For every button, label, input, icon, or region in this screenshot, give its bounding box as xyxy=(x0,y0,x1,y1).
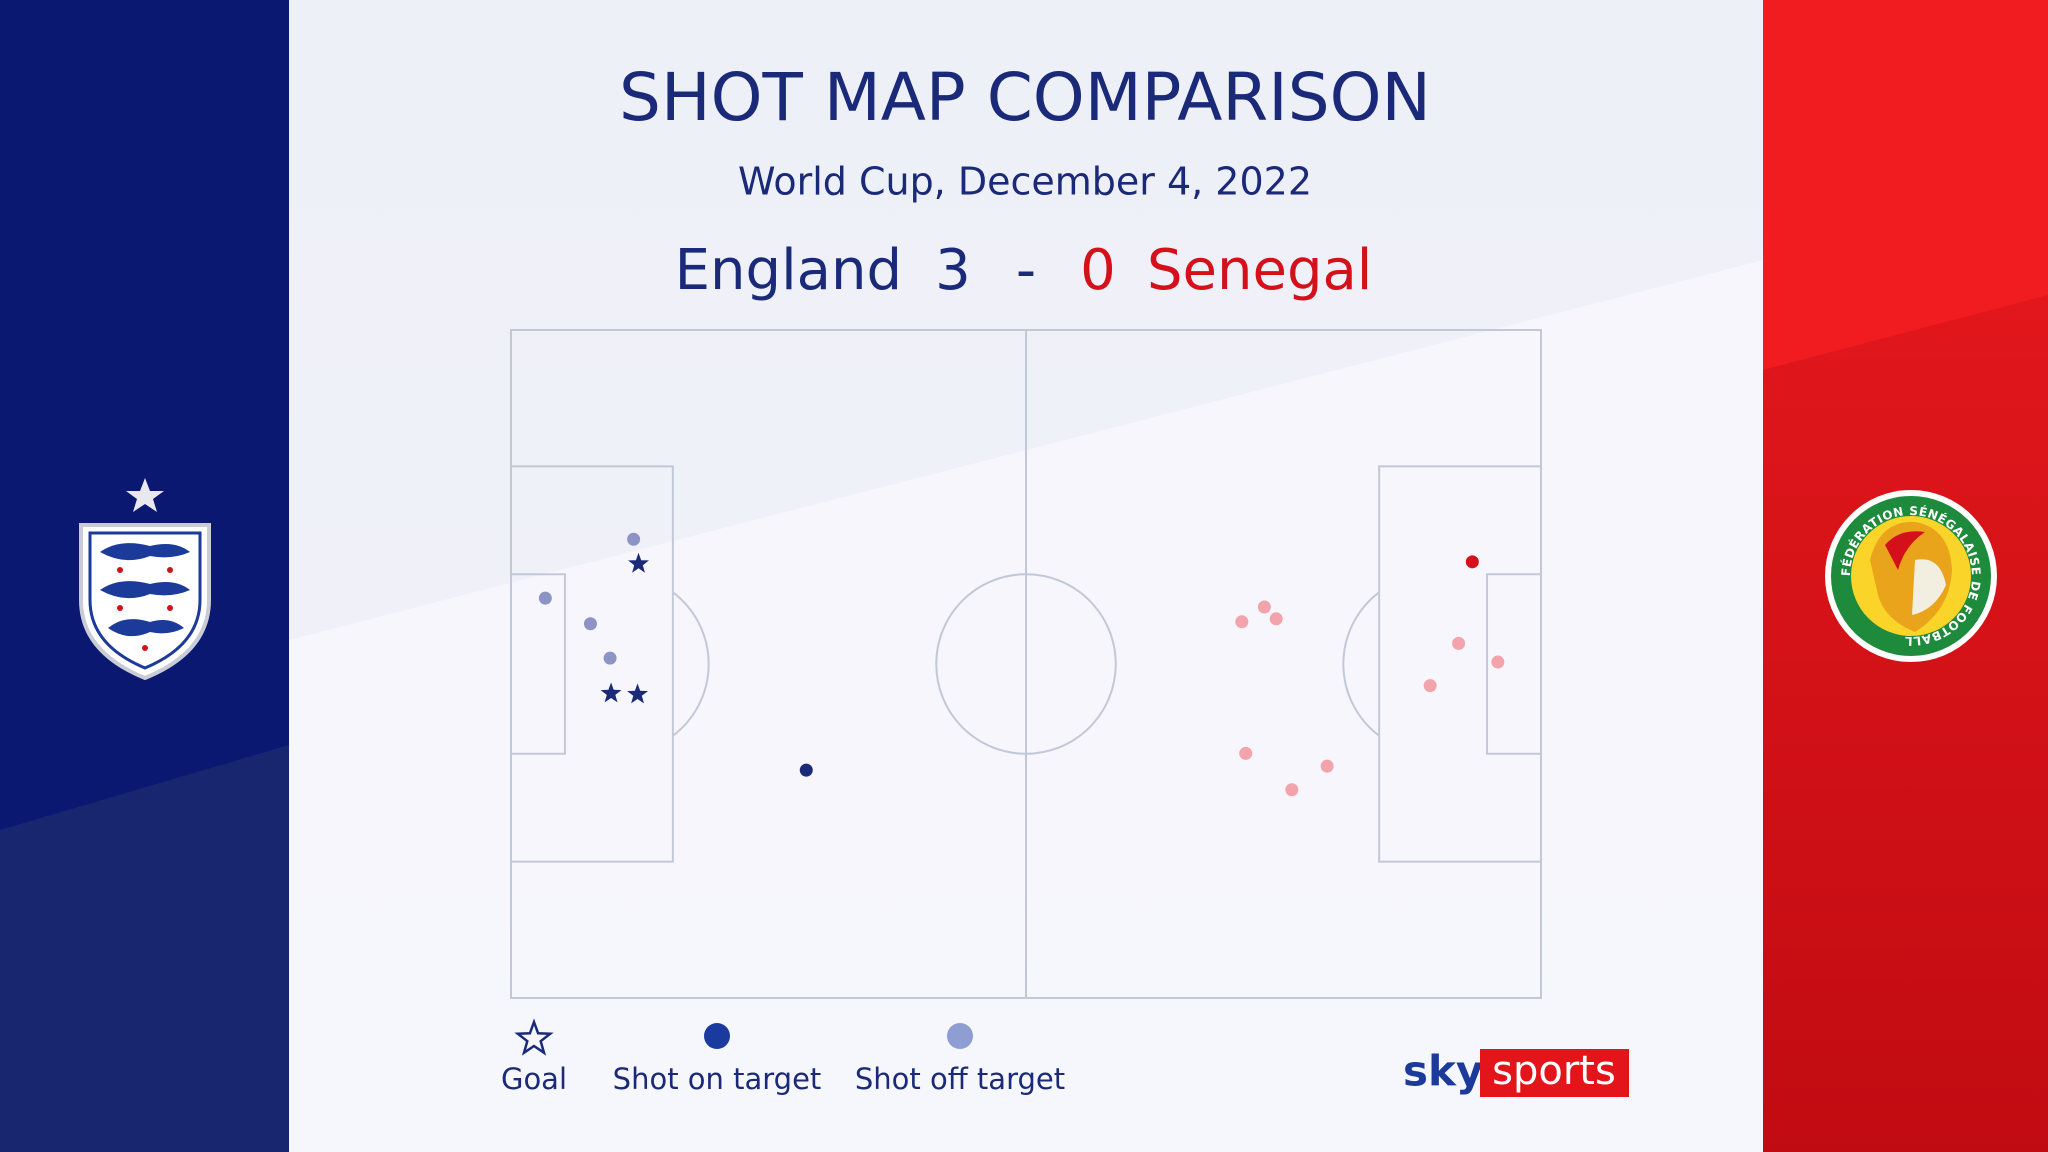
england-panel-tint xyxy=(0,0,289,830)
shot-off-target xyxy=(1491,655,1505,669)
shot-off-target xyxy=(1452,636,1466,650)
logo-sports: sports xyxy=(1492,1048,1616,1094)
shot-off-target xyxy=(603,651,617,665)
shot-on-target xyxy=(1465,555,1479,569)
away-score: 0 xyxy=(1080,238,1116,303)
shot-off-target xyxy=(1285,783,1299,797)
goal-shot xyxy=(628,552,649,573)
legend-label: Goal xyxy=(501,1062,567,1096)
legend-dot xyxy=(704,1023,730,1049)
six-yard-box xyxy=(1486,573,1542,755)
senegal-panel-tint xyxy=(1763,0,2048,370)
pitch xyxy=(510,329,1542,999)
goal-shot xyxy=(600,682,622,703)
shot-off-target xyxy=(627,532,641,546)
legend-label: Shot on target xyxy=(613,1062,822,1096)
shot-off-target xyxy=(1423,679,1437,693)
title: SHOT MAP COMPARISON xyxy=(619,59,1431,136)
shot-off-target xyxy=(583,617,597,631)
six-yard-box xyxy=(510,573,566,755)
legend-star xyxy=(514,1018,554,1056)
centre-circle xyxy=(935,573,1117,755)
legend-label: Shot off target xyxy=(855,1062,1065,1096)
sky-sports-logo: sky sports xyxy=(1403,1047,1629,1097)
senegal-crest: FÉDÉRATION SÉNÉGALAISE DE FOOTBALL xyxy=(1825,490,1997,662)
shot-off-target xyxy=(1239,746,1253,760)
shot-off-target xyxy=(1320,759,1334,773)
england-crest xyxy=(79,478,211,681)
home-team: England xyxy=(675,238,902,303)
score-separator: - xyxy=(1016,238,1036,303)
goal-shot xyxy=(627,683,648,704)
england-panel-shade xyxy=(0,745,289,1152)
shot-off-target xyxy=(1257,600,1271,614)
shots xyxy=(538,532,1505,797)
logo-box xyxy=(1480,1049,1629,1097)
shot-off-target xyxy=(1269,612,1283,626)
legend-dot xyxy=(947,1023,973,1049)
home-score: 3 xyxy=(935,238,971,303)
shot-off-target xyxy=(1235,615,1249,629)
penalty-arc xyxy=(1342,591,1380,737)
away-team: Senegal xyxy=(1147,238,1372,303)
shot-on-target xyxy=(799,763,813,777)
subtitle: World Cup, December 4, 2022 xyxy=(738,160,1312,204)
shot-off-target xyxy=(538,591,552,605)
legend: Goal Shot on target Shot off target xyxy=(501,1018,1065,1096)
penalty-arc xyxy=(672,591,710,737)
logo-sky: sky xyxy=(1403,1047,1483,1096)
